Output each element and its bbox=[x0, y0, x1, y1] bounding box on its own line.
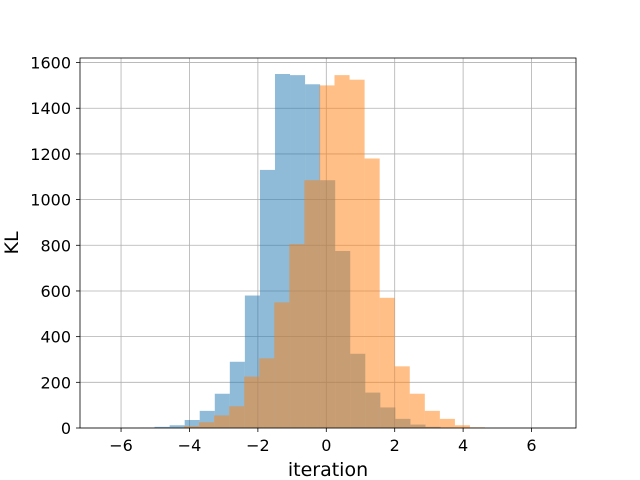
axes-frame bbox=[79, 57, 577, 429]
histogram-bar-series-2 bbox=[334, 75, 350, 428]
histogram-bar-series-1 bbox=[169, 425, 185, 428]
histogram-bar-series-2 bbox=[183, 426, 200, 428]
y-tick-label: 600 bbox=[40, 282, 71, 301]
histogram-bar-series-2 bbox=[259, 358, 275, 428]
y-tick-label: 1000 bbox=[30, 191, 71, 210]
histogram-bar-series-2 bbox=[439, 418, 455, 428]
y-tick-label: 0 bbox=[61, 419, 71, 438]
histogram-bar-series-2 bbox=[379, 297, 395, 428]
histogram-bar-series-1 bbox=[154, 426, 170, 428]
histogram-bar-series-2 bbox=[424, 410, 440, 428]
x-tick-label: 4 bbox=[458, 436, 468, 455]
y-tick-label: 1600 bbox=[30, 54, 71, 73]
y-tick-label: 800 bbox=[40, 236, 71, 255]
histogram-bar-series-2 bbox=[304, 180, 320, 428]
x-tick-label: −6 bbox=[109, 436, 133, 455]
x-axis-ticks: −6 −4 −2 0 2 4 6 bbox=[109, 428, 537, 455]
x-tick-label: 6 bbox=[526, 436, 536, 455]
y-axis-label: KL bbox=[1, 231, 23, 254]
y-tick-label: 1200 bbox=[30, 145, 71, 164]
histogram-bar-series-2 bbox=[319, 85, 335, 428]
histogram-bar-series-2 bbox=[364, 158, 380, 428]
y-axis-ticks: 0 200 400 600 800 1000 1200 1400 1600 bbox=[30, 54, 80, 438]
histogram-bar-series-2 bbox=[229, 406, 245, 428]
histogram-bar-series-2 bbox=[454, 425, 470, 428]
histogram-bar-series-1 bbox=[184, 420, 200, 428]
x-tick-label: −2 bbox=[246, 436, 270, 455]
histogram-bars bbox=[124, 73, 486, 428]
histogram-bar-series-2 bbox=[214, 415, 230, 428]
histogram-bar-series-2 bbox=[409, 393, 425, 428]
histogram-bar-series-2 bbox=[244, 376, 260, 428]
histogram-bar-series-2 bbox=[289, 244, 305, 428]
x-tick-label: 2 bbox=[390, 436, 400, 455]
histogram-bar-series-2 bbox=[199, 422, 215, 428]
histogram-bar-series-2 bbox=[274, 302, 290, 428]
x-axis-label: iteration bbox=[288, 459, 368, 480]
y-tick-label: 1400 bbox=[30, 99, 71, 118]
histogram-bar-series-2 bbox=[394, 366, 410, 428]
y-tick-label: 200 bbox=[40, 373, 71, 392]
x-tick-label: −4 bbox=[178, 436, 202, 455]
x-tick-label: 0 bbox=[321, 436, 331, 455]
y-tick-label: 400 bbox=[40, 328, 71, 347]
histogram-bar-series-2 bbox=[349, 79, 365, 428]
